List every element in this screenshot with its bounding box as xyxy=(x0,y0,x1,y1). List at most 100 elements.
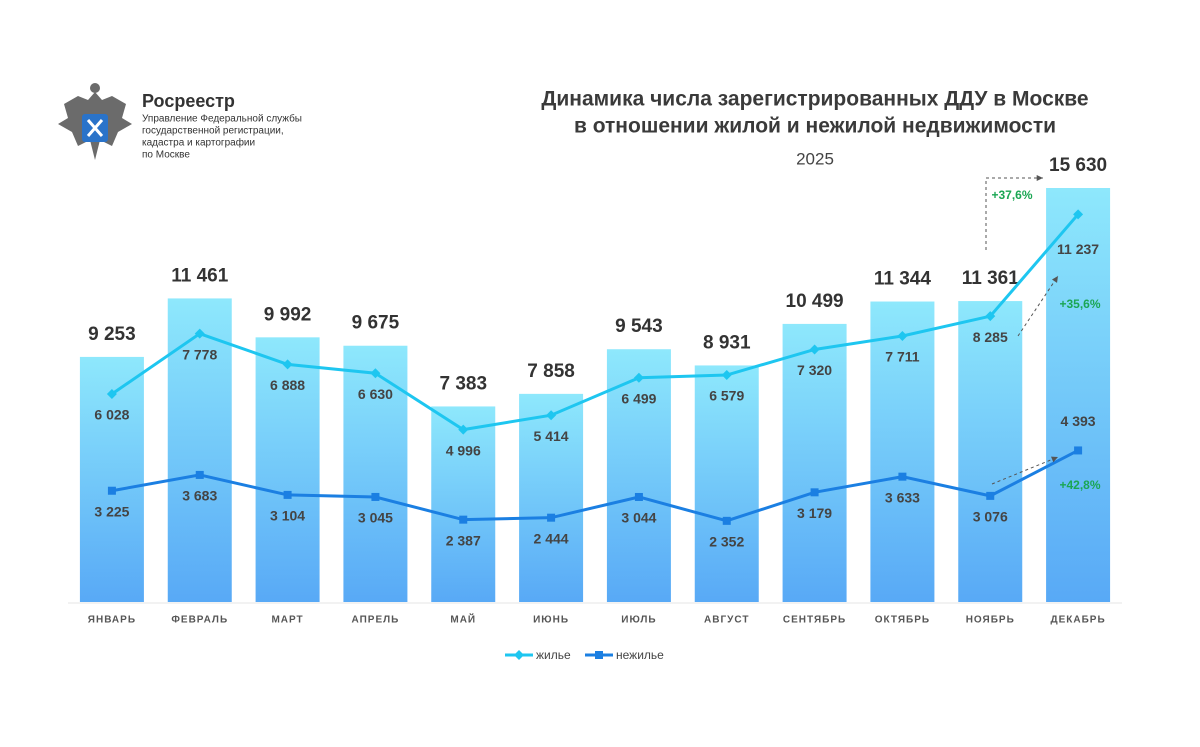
annotation-arrow xyxy=(1017,275,1059,337)
line-value-label: 7 711 xyxy=(885,349,919,365)
x-tick-label: ИЮНЬ xyxy=(533,615,569,626)
bar-value-label: 9 675 xyxy=(352,313,400,334)
logo-name: Росреестр xyxy=(142,91,235,111)
line-value-label: 6 630 xyxy=(358,386,393,402)
x-tick-label: АПРЕЛЬ xyxy=(352,615,400,626)
line-value-label: 3 225 xyxy=(94,503,129,519)
line xyxy=(111,213,1080,432)
line-value-label: 7 778 xyxy=(182,346,217,362)
bar xyxy=(782,323,847,602)
x-tick-label: АВГУСТ xyxy=(704,615,749,626)
marker xyxy=(722,516,731,525)
marker xyxy=(106,389,117,400)
annotation-arrowhead xyxy=(1051,276,1058,283)
marker xyxy=(546,410,557,421)
line-value-label: 4 393 xyxy=(1061,413,1096,429)
marker xyxy=(633,372,644,383)
marker xyxy=(897,330,908,341)
marker xyxy=(370,368,381,379)
logo-subtitle: государственной регистрации, xyxy=(142,126,284,137)
bar-value-label: 9 253 xyxy=(88,324,136,345)
line-value-label: 3 683 xyxy=(182,488,217,504)
annotation: +37,6% xyxy=(991,188,1032,202)
marker xyxy=(194,328,205,339)
x-tick-label: МАЙ xyxy=(450,613,476,626)
marker xyxy=(282,359,293,370)
annotation-arrowhead xyxy=(1051,456,1058,463)
line-value-label: 3 044 xyxy=(621,510,656,526)
bar-value-label: 11 344 xyxy=(874,269,931,290)
bar xyxy=(519,393,584,602)
marker xyxy=(898,472,907,481)
x-tick-label: СЕНТЯБРЬ xyxy=(783,615,846,626)
chart-title: Динамика числа зарегистрированных ДДУ в … xyxy=(541,88,1088,111)
annotation: +42,8% xyxy=(1059,478,1100,492)
annotation: +35,6% xyxy=(1059,297,1100,311)
line-value-label: 3 104 xyxy=(270,508,305,524)
line-value-label: 8 285 xyxy=(973,329,1008,345)
legend-label: жилье xyxy=(536,648,571,662)
annotation-arrowhead xyxy=(1036,174,1043,182)
bar xyxy=(958,301,1023,602)
bar xyxy=(431,406,496,602)
line-value-label: 6 888 xyxy=(270,377,305,393)
line-value-label: 3 045 xyxy=(358,510,393,526)
line-value-label: 6 499 xyxy=(621,390,656,406)
line-value-label: 3 076 xyxy=(973,509,1008,525)
legend-label: нежилье xyxy=(616,648,664,662)
legend-marker xyxy=(514,650,524,660)
bar xyxy=(167,298,232,602)
line-value-label: 2 387 xyxy=(446,532,481,548)
bar-value-label: 11 361 xyxy=(962,268,1019,289)
logo-subtitle: кадастра и картографии xyxy=(142,137,255,149)
annotation-arrow xyxy=(985,177,1043,250)
marker xyxy=(283,490,292,499)
bar-value-label: 15 630 xyxy=(1049,155,1107,176)
marker xyxy=(810,488,819,497)
legend-marker xyxy=(595,651,603,659)
bar xyxy=(870,301,935,602)
line-value-label: 6 028 xyxy=(94,407,129,423)
line-value-label: 5 414 xyxy=(534,428,569,444)
bar-value-label: 7 858 xyxy=(527,361,575,382)
logo-subtitle: по Москве xyxy=(142,150,190,161)
x-tick-label: ДЕКАБРЬ xyxy=(1050,615,1105,626)
bar-value-label: 11 461 xyxy=(171,265,228,286)
chart-title: в отношении жилой и нежилой недвижимости xyxy=(574,115,1056,138)
bar-value-label: 9 543 xyxy=(615,316,663,337)
x-tick-label: ИЮЛЬ xyxy=(621,615,656,626)
line xyxy=(111,449,1079,523)
line-value-label: 11 237 xyxy=(1057,241,1099,257)
marker xyxy=(371,492,380,501)
x-tick-label: ФЕВРАЛЬ xyxy=(171,615,228,626)
x-tick-label: ОКТЯБРЬ xyxy=(875,615,930,626)
bar xyxy=(1046,188,1111,602)
marker xyxy=(458,424,469,435)
chart-subtitle: 2025 xyxy=(796,149,834,168)
marker xyxy=(107,486,116,495)
logo-emblem xyxy=(58,83,132,160)
logo-subtitle: Управление Федеральной службы xyxy=(142,113,302,125)
bar-value-label: 7 383 xyxy=(439,373,487,394)
marker xyxy=(809,344,820,355)
x-tick-label: ЯНВАРЬ xyxy=(88,615,136,626)
marker xyxy=(634,492,643,501)
marker xyxy=(721,370,732,381)
marker xyxy=(547,513,556,522)
line-value-label: 6 579 xyxy=(709,388,744,404)
x-tick-label: НОЯБРЬ xyxy=(966,615,1015,626)
bar-value-label: 9 992 xyxy=(264,304,312,325)
bar xyxy=(255,337,320,602)
line-value-label: 3 179 xyxy=(797,505,832,521)
marker xyxy=(985,311,996,322)
bar xyxy=(606,349,671,602)
line-value-label: 7 320 xyxy=(797,362,832,378)
bar-value-label: 8 931 xyxy=(703,332,751,353)
line-value-label: 3 633 xyxy=(885,489,920,505)
line-value-label: 2 444 xyxy=(534,530,569,546)
marker xyxy=(195,470,204,479)
marker xyxy=(1074,446,1083,455)
bar xyxy=(694,365,759,602)
marker xyxy=(1073,209,1084,220)
